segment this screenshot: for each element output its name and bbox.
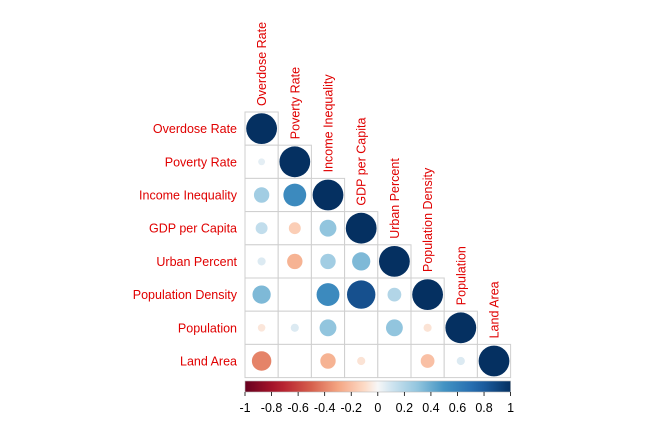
grid-cell (277, 343, 312, 379)
legend-tick-label: 0.2 (396, 401, 413, 415)
grid-cell (344, 310, 379, 345)
row-label: GDP per Capita (149, 222, 237, 236)
correlation-circle (257, 324, 266, 332)
correlation-circle (253, 187, 270, 203)
legend-tick-label: -0.2 (340, 401, 362, 415)
legend-tick-label: -0.6 (287, 401, 309, 415)
correlation-circle (287, 253, 303, 270)
correlation-circle (252, 285, 271, 304)
correlation-circle (320, 253, 336, 270)
correlation-circle (288, 222, 301, 235)
row-label: Urban Percent (156, 255, 237, 269)
color-legend-bar (244, 380, 511, 393)
correlation-circle (255, 222, 268, 235)
grid-cell (277, 211, 312, 246)
correlation-circle (316, 283, 340, 307)
column-labels: Overdose Rate Poverty Rate Income Inequali… (255, 22, 501, 339)
correlation-circle (357, 356, 366, 366)
correlation-circle (279, 146, 311, 178)
column-label: Overdose Rate (255, 22, 269, 106)
grid-cell (244, 310, 279, 345)
correlation-circle (420, 354, 435, 368)
correlation-circle (290, 323, 299, 332)
column-label: Urban Percent (388, 158, 402, 239)
grid-cell (377, 343, 412, 379)
column-label: Land Area (488, 281, 502, 338)
correlation-circle (445, 312, 477, 344)
column-label: Income Inequality (322, 74, 336, 173)
row-label: Population (178, 321, 237, 335)
correlation-circle (257, 257, 266, 266)
color-legend (244, 380, 511, 393)
legend-tick-label: 0.6 (449, 401, 466, 415)
row-label: Population Density (133, 288, 238, 302)
correlation-circle (385, 319, 403, 337)
color-legend-ticks: -1 -0.8 -0.6 -0.4 -0.2 0 0.2 0.4 0.6 0.8 1 (239, 392, 514, 415)
correlation-circle (379, 246, 410, 277)
correlation-circle (320, 353, 336, 369)
correlation-circle (312, 179, 344, 211)
correlation-circle (456, 356, 465, 366)
correlation-circle (352, 252, 371, 271)
legend-tick-label: 1 (507, 401, 514, 415)
row-label: Income Inequality (139, 189, 238, 203)
correlation-circle (478, 345, 510, 377)
column-label: GDP per Capita (355, 118, 369, 206)
column-label: Population Density (421, 167, 435, 272)
correlation-circle (246, 113, 277, 144)
correlation-circle (251, 351, 272, 371)
correlation-circle (345, 212, 377, 244)
legend-tick-label: 0.4 (422, 401, 439, 415)
correlation-circle (412, 279, 443, 310)
legend-tick-label: 0.8 (475, 401, 492, 415)
column-label: Poverty Rate (288, 67, 302, 139)
row-label: Poverty Rate (165, 155, 237, 169)
grid-cell (277, 277, 312, 312)
legend-tick-label: -0.4 (314, 401, 336, 415)
grid-cell (344, 244, 379, 279)
correlation-circle (387, 287, 402, 302)
correlation-circle (319, 319, 337, 337)
correlation-circle (283, 183, 307, 207)
correlation-circle (347, 280, 376, 309)
correlation-circle (258, 158, 266, 166)
legend-tick-label: -0.8 (261, 401, 283, 415)
correlation-circles (246, 113, 510, 377)
row-label: Land Area (180, 355, 237, 369)
legend-tick-label: 0 (374, 401, 381, 415)
legend-tick-label: -1 (239, 401, 250, 415)
row-labels: Overdose Rate Poverty Rate Income Inequali… (133, 122, 238, 368)
correlation-circle (319, 219, 337, 237)
column-label: Population (454, 246, 468, 305)
row-label: Overdose Rate (153, 122, 237, 136)
correlation-circle (423, 323, 432, 332)
